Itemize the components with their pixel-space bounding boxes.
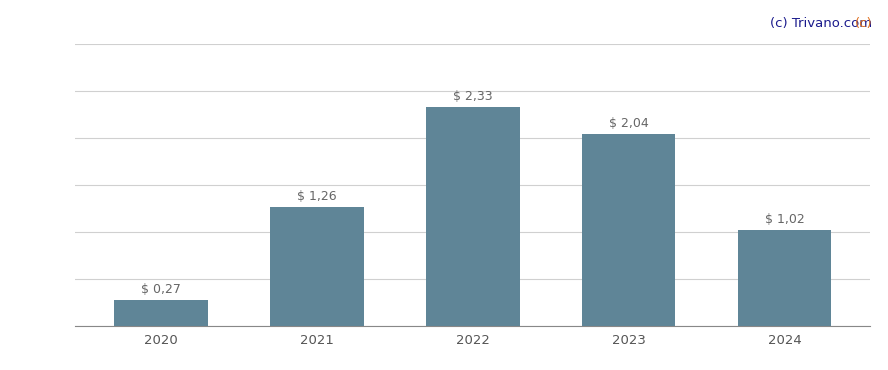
Bar [270,208,364,326]
Text: $ 1,02: $ 1,02 [765,213,805,226]
Text: (c): (c) [854,17,872,30]
Bar [115,300,208,326]
Text: $ 0,27: $ 0,27 [141,283,181,296]
Text: $ 2,04: $ 2,04 [609,117,648,130]
Text: $ 2,33: $ 2,33 [453,90,493,103]
Bar [582,134,676,326]
Bar [738,230,831,326]
Text: (c) Trivano.com: (c) Trivano.com [770,17,872,30]
Text: $ 1,26: $ 1,26 [297,190,337,203]
Bar [426,107,519,326]
